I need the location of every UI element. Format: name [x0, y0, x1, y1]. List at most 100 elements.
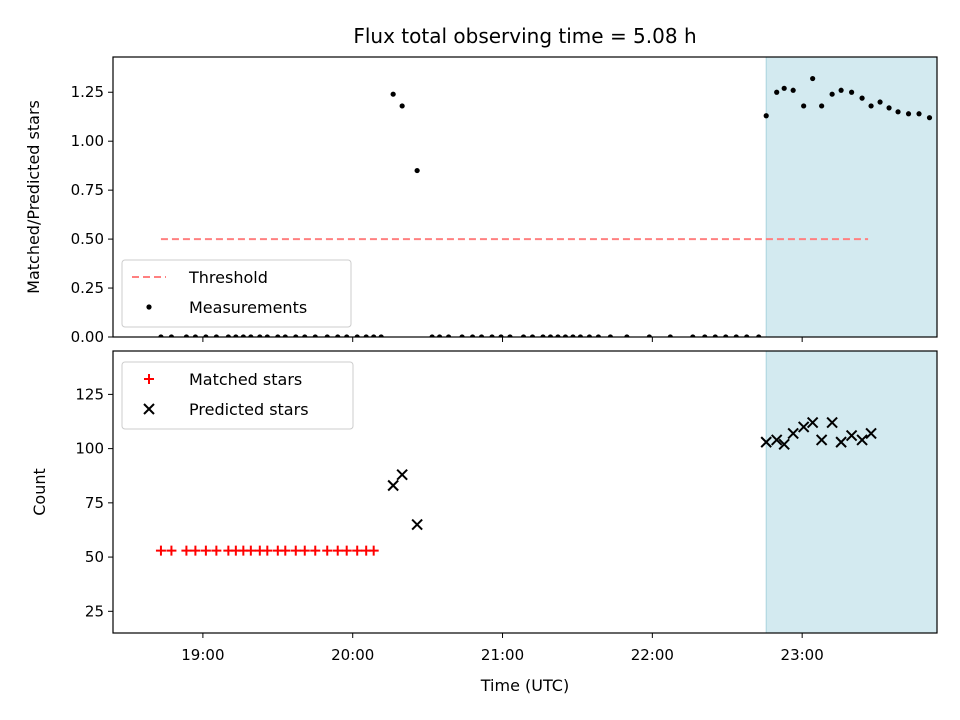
measurements-point: [607, 334, 613, 337]
measurements-point: [595, 334, 602, 337]
top-y-tick-label: 0.00: [71, 328, 104, 346]
bottom-y-tick-label: 50: [85, 548, 104, 566]
measurements-point: [624, 334, 630, 337]
measurements-point: [437, 334, 443, 337]
measurements-point: [905, 111, 912, 117]
measurements-point: [540, 334, 546, 337]
measurements-point: [781, 85, 787, 91]
measurements-point: [445, 334, 452, 337]
measurements-legend-swatch: [146, 304, 152, 310]
predicted-stars-point: [770, 434, 783, 446]
matched-stars-point: [166, 545, 177, 556]
top-observing-span: [765, 57, 937, 337]
predicted-stars-point: [806, 416, 819, 429]
measurements-point: [192, 334, 198, 337]
bottom-plot-area: [155, 351, 937, 633]
measurements-point: [547, 334, 554, 337]
predicted-stars-point: [797, 421, 810, 433]
measurements-point: [378, 334, 384, 337]
measurements-point: [712, 334, 718, 337]
measurements-point: [478, 334, 485, 337]
measurements-point: [168, 334, 175, 337]
measurements-point: [577, 334, 584, 337]
predicted-stars-legend-swatch: [143, 403, 155, 415]
matched-stars-point: [341, 545, 352, 556]
predicted-stars-point: [856, 434, 868, 446]
x-axis-label: Time (UTC): [480, 676, 569, 695]
matched-stars-point: [245, 545, 256, 556]
measurements-point: [859, 95, 865, 101]
measurements-point: [371, 334, 377, 337]
x-tick-label: 19:00: [181, 646, 224, 664]
matched-stars-point: [332, 545, 343, 556]
matched-stars-point: [155, 545, 166, 556]
measurements-point: [302, 334, 308, 337]
matched-stars-point: [322, 545, 333, 556]
measurements-point: [282, 334, 288, 337]
measurements-point: [690, 334, 696, 337]
measurements-point: [429, 334, 435, 337]
threshold-legend-label: Threshold: [188, 268, 268, 287]
measurements-point: [233, 334, 239, 337]
measurements-point: [498, 334, 504, 337]
measurements-point: [203, 334, 209, 337]
measurements-legend-label: Measurements: [189, 298, 307, 317]
measurements-point: [774, 89, 780, 95]
matched-stars-legend-swatch: [144, 374, 154, 384]
predicted-stars-legend-label: Predicted stars: [189, 400, 309, 419]
measurements-point: [335, 334, 341, 337]
matched-stars-point: [262, 545, 273, 556]
matched-stars-point: [200, 545, 211, 556]
predicted-stars-point: [387, 479, 399, 492]
measurements-point: [354, 334, 360, 337]
matched-stars-point: [181, 545, 192, 556]
predicted-stars-point: [778, 438, 790, 450]
top-axes-frame: [112, 56, 938, 338]
bottom-axes: 25 50 75 100 125 19:00 20:00 21:00 22:00 23:00 Mat…: [75, 350, 938, 664]
bottom-axes-frame: [112, 350, 938, 634]
measurements-point: [183, 334, 190, 337]
measurements-point: [646, 334, 652, 337]
predicted-stars-point: [787, 427, 799, 440]
measurements-point: [225, 334, 231, 337]
measurements-point: [886, 105, 892, 111]
measurements-point: [868, 103, 874, 109]
predicted-stars-point: [815, 434, 828, 446]
measurements-point: [819, 103, 825, 109]
predicted-stars-point: [865, 427, 877, 440]
measurements-point: [849, 89, 855, 95]
top-y-axis-label: Matched/Predicted stars: [24, 100, 43, 294]
measurements-point: [877, 99, 883, 105]
measurements-point: [763, 113, 769, 119]
matched-stars-point: [290, 545, 301, 556]
measurements-point: [459, 334, 465, 337]
measurements-point: [562, 334, 569, 337]
bottom-observing-span: [765, 351, 937, 633]
measurements-point: [733, 334, 739, 337]
measurements-point: [829, 91, 835, 97]
x-tick-label: 21:00: [481, 646, 524, 664]
measurements-point: [744, 334, 750, 337]
measurements-point: [555, 334, 561, 337]
predicted-stars-point: [845, 429, 858, 442]
measurements-point: [489, 334, 495, 337]
chart-title: Flux total observing time = 5.08 h: [353, 24, 696, 48]
measurements-point: [790, 87, 796, 93]
x-tick-label: 22:00: [631, 646, 674, 664]
measurements-point: [926, 115, 933, 121]
matched-stars-point: [310, 545, 321, 556]
measurements-point: [702, 334, 708, 337]
measurements-point: [240, 334, 246, 337]
top-axes: 0.00 0.25 0.50 0.75 1.00 1.25 Threshold Measure…: [71, 56, 938, 346]
measurements-point: [390, 91, 396, 97]
matched-stars-point: [280, 545, 291, 556]
measurements-point: [895, 109, 901, 115]
measurements-point: [507, 334, 513, 337]
bottom-legend-box: [121, 361, 354, 430]
measurements-point: [257, 334, 263, 337]
measurements-point: [264, 334, 270, 337]
top-legend-box: [121, 259, 352, 328]
bottom-y-tick-label: 25: [85, 602, 104, 620]
measurements-point: [312, 334, 318, 337]
measurements-point: [586, 334, 593, 337]
